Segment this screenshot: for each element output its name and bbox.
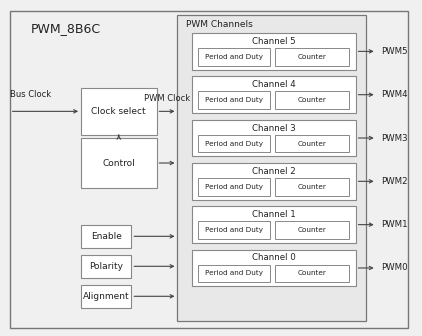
Text: PWM3: PWM3 [381,133,407,142]
Bar [192,206,356,243]
Bar [198,91,270,109]
Text: Counter: Counter [298,184,327,190]
Text: Channel 4: Channel 4 [252,80,296,89]
Bar [198,265,270,282]
Bar [81,285,131,308]
Bar [81,138,157,188]
Text: PWM_8B6C: PWM_8B6C [31,22,101,35]
Text: Clock select: Clock select [92,107,146,116]
Text: Counter: Counter [298,140,327,146]
Text: Enable: Enable [91,232,122,241]
Text: Period and Duty: Period and Duty [205,270,263,277]
Bar [192,76,356,113]
Text: Period and Duty: Period and Duty [205,140,263,146]
Text: Period and Duty: Period and Duty [205,54,263,60]
Bar [81,88,157,135]
Text: Polarity: Polarity [89,262,123,271]
Bar [275,135,349,152]
Text: Alignment: Alignment [83,292,130,301]
Text: Channel 2: Channel 2 [252,167,296,176]
Bar [81,255,131,278]
Text: PWM5: PWM5 [381,47,407,56]
Bar [192,163,356,200]
Text: Counter: Counter [298,97,327,103]
Text: Channel 5: Channel 5 [252,37,296,46]
Text: Bus Clock: Bus Clock [10,90,51,99]
Bar [275,265,349,282]
Bar [275,221,349,239]
Bar [198,221,270,239]
Text: Channel 3: Channel 3 [252,124,296,132]
Bar [275,91,349,109]
Text: Counter: Counter [298,54,327,60]
Text: Period and Duty: Period and Duty [205,227,263,233]
Bar [192,250,356,286]
Bar [192,120,356,156]
Text: Counter: Counter [298,227,327,233]
Bar [81,225,131,248]
Text: Control: Control [103,159,135,168]
Bar [275,48,349,66]
Text: Period and Duty: Period and Duty [205,97,263,103]
Text: PWM1: PWM1 [381,220,407,229]
Text: PWM Channels: PWM Channels [186,20,253,29]
Text: PWM Clock: PWM Clock [144,93,190,102]
Bar [192,33,356,70]
Bar [275,178,349,196]
Bar [198,178,270,196]
Text: Channel 1: Channel 1 [252,210,296,219]
Text: PWM0: PWM0 [381,263,407,272]
Text: Period and Duty: Period and Duty [205,184,263,190]
Text: PWM4: PWM4 [381,90,407,99]
Bar [198,135,270,152]
Text: Counter: Counter [298,270,327,277]
Bar [178,15,366,321]
Bar [198,48,270,66]
Text: PWM2: PWM2 [381,177,407,186]
Text: Channel 0: Channel 0 [252,253,296,262]
